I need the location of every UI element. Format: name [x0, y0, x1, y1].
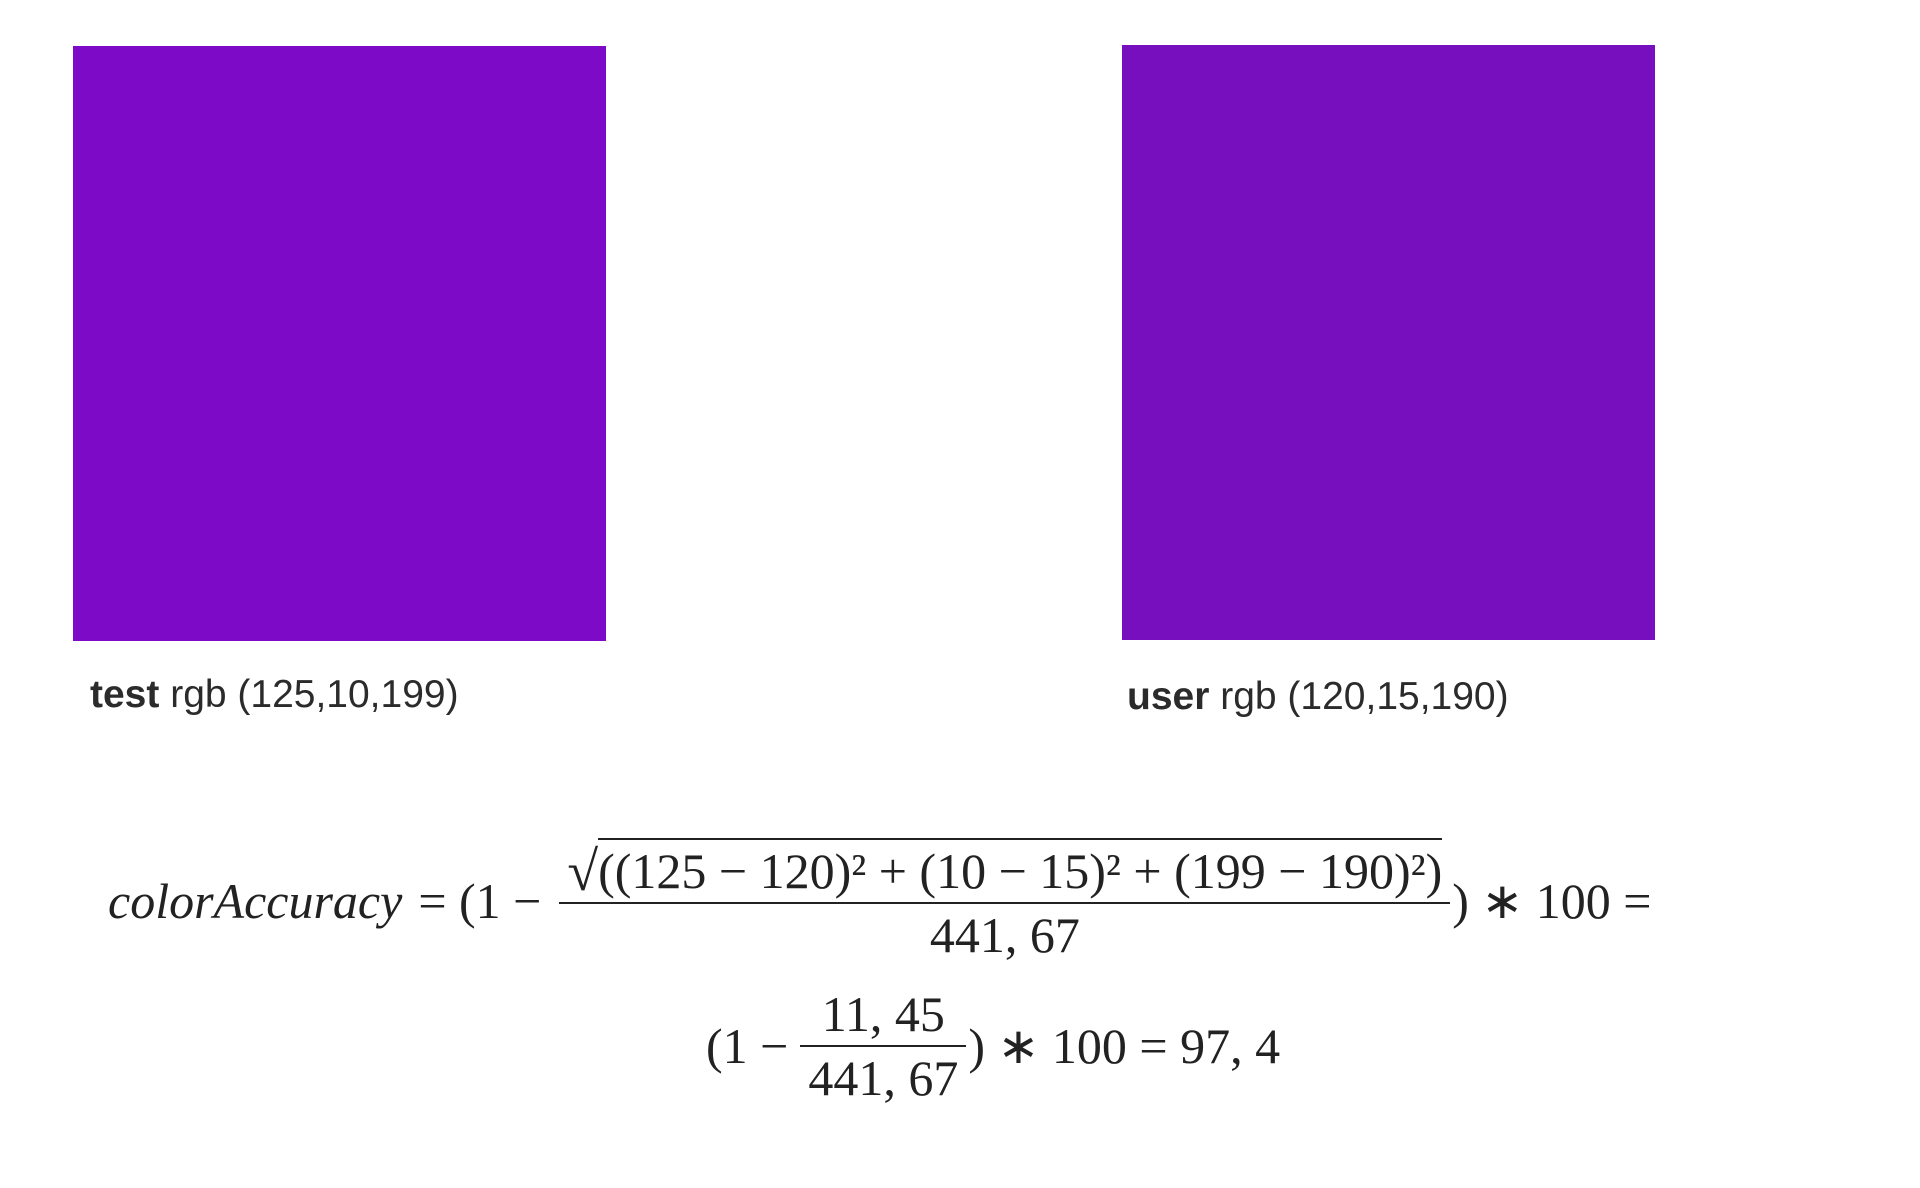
swatch-name: user: [1127, 675, 1210, 718]
numerator: √ ((125 − 120)² + (10 − 15)² + (199 − 190…: [563, 838, 1446, 902]
swatch-label: test rgb (125,10,199): [90, 673, 459, 717]
denominator: 441, 67: [559, 902, 1451, 964]
color-swatch: [73, 46, 606, 641]
formula-line: (1 − 11, 45 441, 67 ) ∗ 100 = 97, 4: [706, 985, 1280, 1107]
color-swatch: [1122, 45, 1655, 640]
formula-text: (1 −: [706, 1018, 789, 1074]
swatch-name: test: [90, 673, 160, 716]
formula-text: ) ∗ 100 = 97, 4: [968, 1018, 1281, 1074]
formula-lhs: colorAccuracy: [108, 873, 403, 929]
formula-text: ) ∗ 100 =: [1452, 873, 1652, 929]
swatch-value: rgb (120,15,190): [1220, 675, 1509, 718]
numerator: 11, 45: [821, 986, 945, 1042]
fraction: √ ((125 − 120)² + (10 − 15)² + (199 − 190…: [559, 838, 1451, 964]
formula-line: colorAccuracy = (1 − √ ((125 − 120)² + (1…: [108, 838, 1652, 964]
denominator: 441, 67: [800, 1045, 967, 1107]
swatch-value: rgb (125,10,199): [170, 673, 459, 716]
swatch-label: user rgb (120,15,190): [1127, 675, 1509, 719]
formula-text: = (1 −: [418, 873, 542, 929]
radicand: ((125 − 120)² + (10 − 15)² + (199 − 190)…: [598, 838, 1443, 900]
fraction: 11, 45 441, 67: [800, 985, 967, 1107]
